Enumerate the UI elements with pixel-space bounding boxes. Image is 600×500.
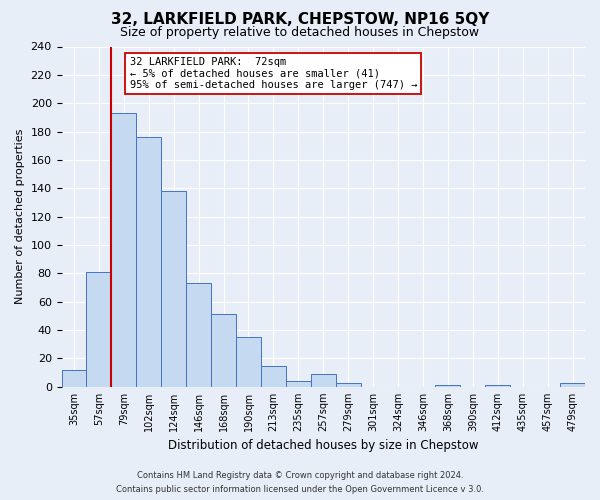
Text: 32 LARKFIELD PARK:  72sqm
← 5% of detached houses are smaller (41)
95% of semi-d: 32 LARKFIELD PARK: 72sqm ← 5% of detache…: [130, 56, 417, 90]
Bar: [286, 381, 311, 387]
Bar: [311, 374, 336, 387]
Bar: [261, 366, 286, 387]
Bar: [186, 284, 211, 387]
Bar: [485, 386, 510, 387]
Bar: [236, 337, 261, 387]
Bar: [136, 137, 161, 387]
Bar: [211, 314, 236, 387]
Text: Size of property relative to detached houses in Chepstow: Size of property relative to detached ho…: [121, 26, 479, 39]
X-axis label: Distribution of detached houses by size in Chepstow: Distribution of detached houses by size …: [168, 440, 479, 452]
Bar: [62, 370, 86, 387]
Text: Contains HM Land Registry data © Crown copyright and database right 2024.
Contai: Contains HM Land Registry data © Crown c…: [116, 472, 484, 494]
Bar: [86, 272, 112, 387]
Bar: [336, 382, 361, 387]
Bar: [436, 386, 460, 387]
Bar: [161, 191, 186, 387]
Bar: [112, 113, 136, 387]
Y-axis label: Number of detached properties: Number of detached properties: [15, 129, 25, 304]
Bar: [560, 382, 585, 387]
Text: 32, LARKFIELD PARK, CHEPSTOW, NP16 5QY: 32, LARKFIELD PARK, CHEPSTOW, NP16 5QY: [111, 12, 489, 28]
